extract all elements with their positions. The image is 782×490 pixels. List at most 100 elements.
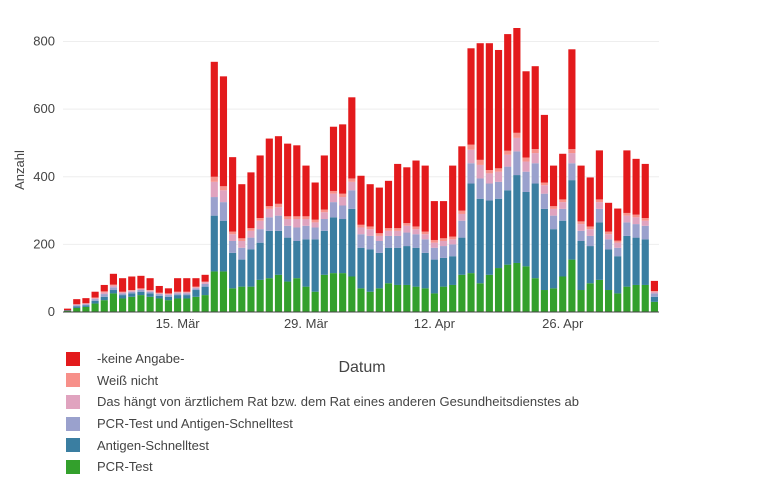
bar-segment-2	[384, 247, 393, 284]
bar-segment-6	[192, 278, 200, 287]
bar-segment-2	[458, 237, 466, 275]
bar-segment-6	[522, 71, 530, 158]
bar-segment-3	[531, 163, 539, 184]
bar-segment-1	[504, 264, 512, 312]
bar-segment-1	[229, 288, 237, 312]
bar-segment-5	[394, 228, 402, 231]
bar-segment-2	[247, 249, 255, 287]
bar-segment-3	[229, 241, 237, 253]
bar-segment-1	[128, 296, 136, 312]
bar-segment-6	[238, 184, 246, 239]
legend-swatch	[66, 416, 80, 431]
bar-segment-6	[293, 145, 301, 217]
bar-segment-2	[137, 291, 145, 296]
bar-segment-6	[531, 66, 539, 150]
y-tick-label: 400	[33, 169, 55, 184]
bar-segment-4	[320, 212, 328, 220]
legend-item[interactable]: PCR-Test und Antigen-Schnelltest	[66, 413, 579, 435]
bar-segment-2	[439, 257, 448, 287]
bar-segment-1	[421, 288, 429, 312]
bar-segment-4	[311, 222, 319, 228]
bar-segment-6	[559, 153, 567, 200]
bar-segment-6	[137, 275, 145, 289]
bar-segment-3	[192, 288, 200, 291]
bar-segment-5	[100, 291, 108, 293]
bar-segment-3	[119, 293, 127, 296]
bar-segment-1	[357, 288, 365, 312]
legend-swatch	[66, 351, 80, 366]
bar-segment-3	[586, 235, 594, 247]
bar-segment-4	[366, 229, 374, 236]
bar-segment-3	[504, 166, 512, 191]
bar-segment-5	[302, 216, 310, 220]
bar-segment-5	[604, 231, 613, 235]
bar-segment-6	[595, 150, 603, 200]
legend-item[interactable]: PCR-Test	[66, 456, 579, 478]
bar-segment-5	[357, 224, 365, 228]
bar-segment-5	[320, 209, 328, 213]
bar-segment-5	[632, 214, 640, 218]
bar-segment-2	[614, 256, 622, 294]
bar-segment-6	[403, 167, 411, 224]
bar-segment-6	[128, 276, 136, 291]
bar-segment-5	[614, 240, 622, 243]
bar-segment-4	[238, 241, 246, 248]
bar-segment-3	[238, 247, 246, 260]
bar-segment-5	[485, 170, 493, 174]
bar-segment-4	[128, 290, 136, 292]
bar-segment-2	[449, 256, 457, 285]
bar-segment-1	[265, 278, 273, 312]
bar-segment-6	[375, 187, 383, 234]
legend-item[interactable]: Weiß nicht	[66, 370, 579, 392]
bar-segment-2	[311, 239, 319, 292]
bar-segment-1	[494, 268, 503, 312]
bar-segment-3	[604, 239, 613, 250]
bar-segment-6	[384, 180, 393, 229]
bar-segment-3	[164, 295, 173, 297]
bar-segment-3	[623, 222, 631, 236]
legend-label: PCR-Test und Antigen-Schnelltest	[97, 416, 293, 432]
bar-segment-2	[201, 286, 209, 296]
legend-swatch	[66, 459, 80, 474]
bar-segment-6	[494, 49, 503, 169]
bar-segment-1	[91, 303, 99, 312]
bar-segment-4	[467, 149, 475, 164]
bar-segment-3	[91, 299, 99, 301]
bar-segment-6	[357, 175, 365, 225]
bar-segment-2	[403, 246, 411, 285]
bar-segment-3	[146, 291, 154, 294]
bar-segment-4	[412, 229, 420, 235]
bar-segment-1	[476, 283, 484, 312]
bar-segment-6	[586, 177, 594, 227]
bar-segment-3	[494, 181, 503, 199]
bar-segment-2	[531, 183, 539, 279]
bar-segment-2	[522, 191, 530, 267]
bar-segment-6	[485, 43, 493, 170]
bar-segment-4	[302, 219, 310, 226]
bar-segment-3	[375, 241, 383, 253]
bar-segment-2	[549, 229, 558, 289]
bar-segment-2	[293, 241, 301, 279]
bar-segment-2	[394, 247, 402, 285]
bar-segment-6	[210, 61, 218, 177]
legend-item[interactable]: Das hängt von ärztlichem Rat bzw. dem Ra…	[66, 391, 579, 413]
bar-segment-3	[467, 163, 475, 184]
bar-segment-4	[82, 303, 90, 305]
bar-segment-5	[229, 231, 237, 235]
y-tick-label: 200	[33, 236, 55, 251]
legend-item[interactable]: Antigen-Schnelltest	[66, 434, 579, 456]
bar-segment-2	[476, 198, 484, 284]
bar-segment-3	[284, 225, 292, 238]
bar-segment-4	[531, 153, 539, 164]
bar-segment-4	[210, 181, 218, 198]
legend-item[interactable]: -keine Angabe-	[66, 348, 579, 370]
bar-segment-3	[210, 197, 218, 216]
bar-segment-2	[513, 175, 521, 263]
bar-segment-5	[146, 290, 154, 291]
bar-segment-5	[192, 286, 200, 288]
bar-segment-6	[467, 48, 475, 145]
bar-segment-6	[329, 126, 338, 191]
bar-segment-2	[119, 295, 127, 299]
bar-segment-5	[247, 228, 255, 231]
bar-segment-4	[146, 290, 154, 292]
